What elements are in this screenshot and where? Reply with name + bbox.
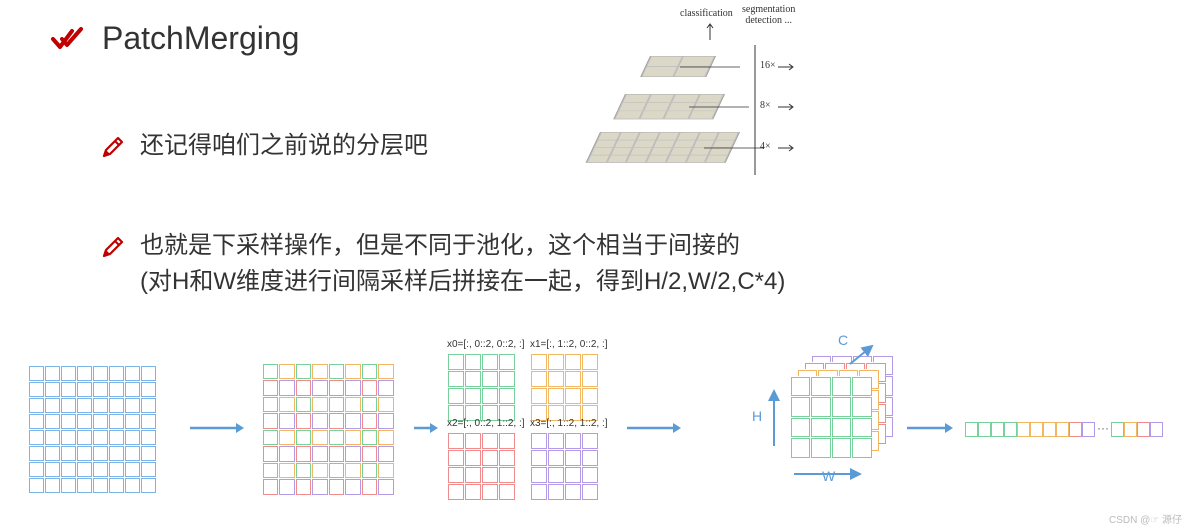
classification-label: classification [680, 8, 733, 19]
flow-arrow [625, 420, 683, 436]
seq-cell [991, 422, 1004, 437]
seq-cell [1043, 422, 1056, 437]
segmentation-label: segmentation detection ... [742, 4, 795, 26]
flow-arrow [412, 420, 440, 436]
title-row: PatchMerging [50, 20, 299, 57]
flow-arrow [188, 420, 246, 436]
subgrid-label: x1=[:, 1::2, 0::2, :] [530, 339, 608, 350]
seq-cell [1017, 422, 1030, 437]
subgrid-x2 [447, 432, 515, 500]
pyramid-scale: 8× [760, 100, 771, 111]
bullet-2-line1: 也就是下采样操作，但是不同于池化，这个相当于间接的 [140, 232, 740, 259]
pyramid-scale: 4× [760, 141, 771, 152]
colored-grid [262, 363, 394, 495]
subgrid-x1 [530, 353, 598, 421]
pyramid-diagram: classificationsegmentation detection ...… [560, 0, 790, 180]
watermark: CSDN @☞ 源仔 [1109, 511, 1182, 526]
page-title: PatchMerging [102, 20, 299, 57]
subgrid-x0 [447, 353, 515, 421]
pencil-icon [100, 128, 126, 160]
seq-cell [1056, 422, 1069, 437]
seq-cell [1030, 422, 1043, 437]
seq-cell [1082, 422, 1095, 437]
subgrid-label: x3=[:, 1::2, 1::2, :] [530, 418, 608, 429]
flow-arrow [905, 420, 955, 436]
axis-H: H [752, 408, 762, 424]
seq-cell [1069, 422, 1082, 437]
bullet-1-text: 还记得咱们之前说的分层吧 [140, 128, 428, 164]
subgrid-x3 [530, 432, 598, 500]
pyramid-scale: 16× [760, 60, 776, 71]
seq-cell [1004, 422, 1017, 437]
ellipsis: ··· [1097, 421, 1109, 435]
bullet-2: 也就是下采样操作，但是不同于池化，这个相当于间接的 (对H和W维度进行间隔采样后… [100, 228, 785, 300]
seq-cell [1124, 422, 1137, 437]
subgrid-label: x2=[:, 0::2, 1::2, :] [447, 418, 525, 429]
pencil-icon [100, 228, 126, 260]
axis-C: C [838, 332, 848, 348]
seq-cell [1111, 422, 1124, 437]
seq-cell [1150, 422, 1163, 437]
bullet-1: 还记得咱们之前说的分层吧 [100, 128, 428, 164]
check-icon [50, 25, 84, 53]
axis-W: W [822, 468, 835, 484]
subgrid-label: x0=[:, 0::2, 0::2, :] [447, 339, 525, 350]
seq-cell [1137, 422, 1150, 437]
bullet-2-line2: (对H和W维度进行间隔采样后拼接在一起，得到H/2,W/2,C*4) [140, 268, 785, 295]
source-grid [28, 365, 156, 493]
seq-cell [965, 422, 978, 437]
seq-cell [978, 422, 991, 437]
bullet-2-text: 也就是下采样操作，但是不同于池化，这个相当于间接的 (对H和W维度进行间隔采样后… [140, 228, 785, 300]
